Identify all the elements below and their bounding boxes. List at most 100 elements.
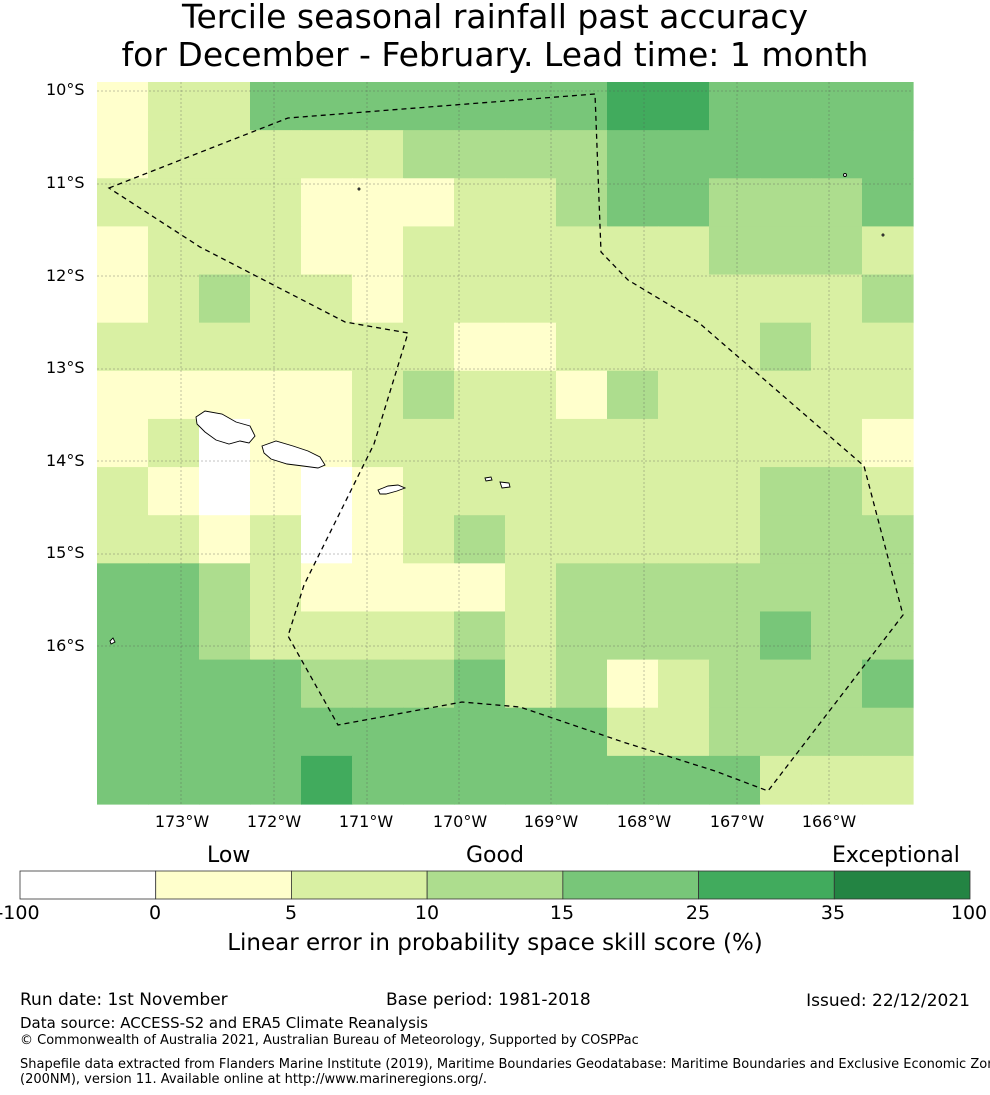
grid-cell — [505, 226, 557, 276]
grid-cell — [709, 563, 761, 613]
grid-cell — [352, 226, 404, 276]
lon-label-173w: 173°W — [154, 812, 210, 831]
grid-cell — [760, 178, 812, 227]
land-outlines — [109, 173, 885, 645]
colorbar-tick: 5 — [284, 902, 298, 924]
grid-cell — [403, 322, 455, 372]
colorbar-tick: 15 — [549, 902, 575, 924]
grid-cell — [607, 418, 659, 468]
grid-cell — [454, 707, 506, 757]
grid-cell — [862, 467, 914, 516]
grid-cell — [760, 226, 812, 276]
lon-label-166w: 166°W — [801, 812, 857, 831]
grid-cell — [97, 370, 149, 420]
copyright: © Commonwealth of Australia 2021, Austra… — [20, 1033, 639, 1048]
grid-cell — [250, 130, 302, 179]
grid-cell — [658, 226, 710, 276]
lat-label-12s: 12°S — [46, 266, 85, 285]
grid-cell — [811, 274, 863, 324]
grid-cell — [454, 82, 506, 131]
grid-cell — [658, 659, 710, 709]
grid-cell — [97, 515, 149, 564]
grid-cell — [454, 322, 506, 372]
grid-cell — [199, 130, 251, 179]
grid-cell — [556, 659, 608, 709]
grid-cell — [556, 370, 608, 420]
colorbar-label-exceptional: Exceptional — [832, 843, 960, 868]
grid-cell — [709, 226, 761, 276]
colorbar-segment — [19, 870, 157, 900]
grid-cell — [505, 274, 557, 324]
grid-cell — [148, 418, 200, 468]
grid-cell — [658, 370, 710, 420]
grid-cell — [250, 755, 302, 805]
grid-cell — [352, 178, 404, 227]
atoll-east — [881, 233, 885, 237]
grid-cell — [505, 322, 557, 372]
colorbar-segment — [698, 870, 835, 900]
grid-cell — [505, 707, 557, 757]
grid-cell — [709, 370, 761, 420]
grid-cell — [250, 82, 302, 131]
colorbar-tick: -100 — [0, 902, 40, 924]
grid-cell — [760, 611, 812, 661]
lat-label-15s: 15°S — [46, 543, 85, 562]
grid-cell — [403, 611, 455, 661]
grid-cell — [352, 130, 404, 179]
grid-cell — [148, 755, 200, 805]
grid-cell — [505, 370, 557, 420]
grid-cell — [352, 322, 404, 372]
grid-cell — [148, 515, 200, 564]
colorbar-tick: 0 — [148, 902, 162, 924]
grid-cell — [250, 467, 302, 516]
colorbar-title: Linear error in probability space skill … — [227, 930, 763, 956]
grid-cell — [97, 274, 149, 324]
grid-cell — [760, 370, 812, 420]
grid-cell — [199, 611, 251, 661]
grid-cell — [505, 130, 557, 179]
colorbar-segment — [833, 870, 971, 900]
grid-cell — [658, 707, 710, 757]
grid-cell — [862, 659, 914, 709]
grid-cell — [709, 611, 761, 661]
grid-cell — [454, 659, 506, 709]
grid-cell — [607, 563, 659, 613]
colorbar-tick: 10 — [414, 902, 440, 924]
grid-cell — [811, 515, 863, 564]
grid-cell — [811, 563, 863, 613]
grid-cell — [505, 611, 557, 661]
grid-cell — [760, 755, 812, 805]
grid-cell — [199, 467, 251, 516]
grid-cell — [454, 418, 506, 468]
grid-cell — [250, 659, 302, 709]
grid-cell — [658, 563, 710, 613]
grid-cell — [301, 467, 353, 516]
grid-cell — [199, 563, 251, 613]
grid-cell — [811, 659, 863, 709]
grid-cell — [760, 515, 812, 564]
grid-cell — [658, 515, 710, 564]
grid-cell — [454, 515, 506, 564]
issued-date: Issued: 22/12/2021 — [806, 991, 970, 1011]
grid-cell — [862, 130, 914, 179]
upolu-island — [261, 440, 326, 469]
grid-cell — [556, 467, 608, 516]
grid-cell — [505, 418, 557, 468]
grid-cell — [250, 226, 302, 276]
lon-label-169w: 169°W — [523, 812, 579, 831]
grid-cell — [811, 755, 863, 805]
grid-cell — [148, 274, 200, 324]
grid-cell — [505, 563, 557, 613]
grid-cell — [556, 82, 608, 131]
grid-cell — [658, 274, 710, 324]
grid-cell — [403, 130, 455, 179]
grid-cell — [862, 563, 914, 613]
grid-cell — [199, 659, 251, 709]
grid-cell — [97, 322, 149, 372]
grid-cell — [607, 515, 659, 564]
lon-label-168w: 168°W — [616, 812, 672, 831]
grid-cell — [811, 370, 863, 420]
grid-cell — [556, 226, 608, 276]
grid-cell — [607, 611, 659, 661]
skill-grid — [97, 82, 914, 805]
